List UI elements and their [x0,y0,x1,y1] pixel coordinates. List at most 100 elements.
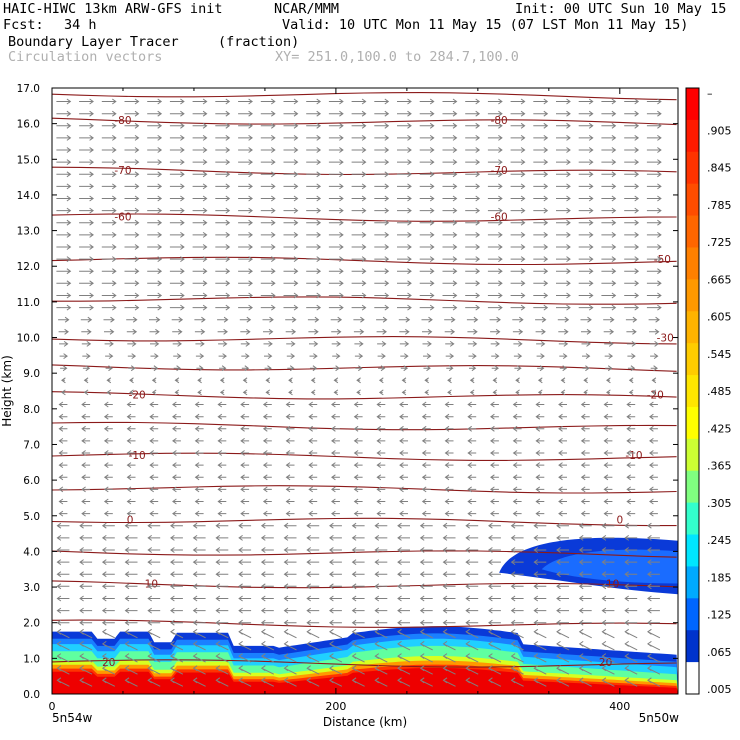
circulation-vector [419,147,435,153]
circulation-vector [490,498,499,505]
circulation-vector [442,559,456,566]
circulation-vector [469,389,475,396]
circulation-vector [442,628,456,639]
circulation-vector [306,280,322,287]
circulation-vector [492,389,498,396]
circulation-vector [650,365,658,372]
circulation-vector [238,219,253,226]
circulation-vector [583,389,588,396]
circulation-vector [79,207,94,214]
circulation-vector [601,304,617,311]
circulation-vector [603,401,613,408]
circulation-vector [215,231,231,238]
circulation-vector [487,134,503,141]
circulation-vector [490,425,499,432]
circulation-vector [215,619,229,626]
circulation-vector [170,677,184,687]
circulation-vector [101,619,115,626]
circulation-vector [169,183,185,190]
circulation-vector [510,207,526,214]
circulation-vector [556,571,569,578]
circulation-vector [124,653,138,663]
circulation-vector [238,640,252,651]
circulation-vector [124,304,140,311]
circulation-vector [147,653,161,663]
circulation-vector [601,522,615,529]
circulation-vector [578,304,594,311]
circulation-vector [490,328,501,335]
circulation-vector [150,340,160,347]
temperature-contour-line [52,296,677,305]
circulation-vector [510,122,526,129]
circulation-vector [510,665,524,675]
circulation-vector [170,522,183,529]
colorbar-label: .185 [707,571,732,584]
circulation-vector [79,280,94,287]
circulation-vector [649,462,658,469]
circulation-vector [533,628,547,639]
circulation-vector [646,244,662,250]
circulation-vector [537,389,543,396]
circulation-vector [147,147,163,153]
circulation-vector [578,268,594,275]
circulation-vector [442,195,458,202]
circulation-vector [306,607,320,614]
circulation-vector [238,134,253,141]
circulation-vector [328,122,344,129]
circulation-vector [56,244,72,250]
circulation-vector [533,292,549,299]
circulation-vector [264,365,272,372]
circulation-vector [215,292,231,299]
valid-time: Valid: 10 UTC Mon 11 May 15 (07 LST Mon … [282,17,689,33]
circulation-vector [603,328,615,335]
circulation-vector [512,316,524,323]
circulation-vector [101,147,117,153]
circulation-vector [103,425,113,432]
circulation-vector [103,498,113,505]
circulation-vector [374,304,390,311]
circulation-vector [488,653,502,663]
circulation-vector [238,98,253,105]
circulation-vector [377,353,386,360]
circulation-vector [419,244,435,250]
circulation-vector [399,510,408,517]
y-tick-label: 5.0 [23,511,40,523]
circulation-vector [624,677,638,687]
circulation-vector [424,389,429,396]
circulation-vector [56,677,70,687]
circulation-vector [399,498,408,505]
circulation-vector [467,328,478,335]
circulation-vector [283,571,297,578]
circulation-vector [624,207,640,214]
circulation-vector [374,280,390,287]
circulation-vector [578,534,592,541]
circulation-vector [490,510,499,517]
circulation-vector [103,462,113,469]
circulation-vector [79,159,94,166]
circulation-vector [58,450,68,456]
circulation-vector [283,183,299,190]
circulation-vector [331,450,340,456]
circulation-vector [580,316,592,323]
circulation-vector [283,304,299,311]
circulation-vector [442,547,456,553]
circulation-vector [649,401,658,408]
xy-range: XY= 251.0,100.0 to 284.7,100.0 [275,49,519,65]
circulation-vector [535,328,546,335]
circulation-vector [124,571,138,578]
model-title: HAIC-HIWC 13km ARW-GFS init [3,1,223,17]
circulation-vector [215,640,229,651]
circulation-vector [169,110,185,117]
circulation-vector [442,292,458,299]
circulation-vector [56,571,70,578]
circulation-vector [283,559,297,566]
circulation-vector [238,195,253,202]
circulation-vector [490,340,500,347]
circulation-vector [215,122,231,129]
circulation-vector [556,171,571,178]
circulation-vector [218,340,228,347]
circulation-vector [419,292,435,299]
circulation-vector [376,401,386,408]
circulation-vector [283,207,299,214]
circulation-vector [172,450,181,456]
